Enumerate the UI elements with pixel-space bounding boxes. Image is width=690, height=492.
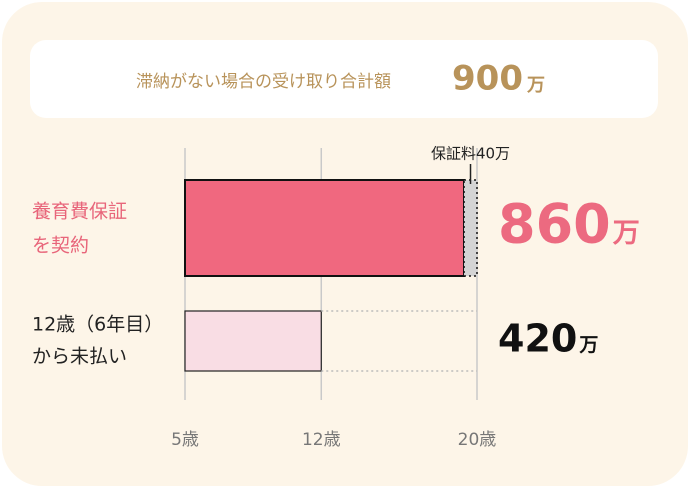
x-tick-label: 5歳	[171, 430, 199, 450]
header-unit: 万	[526, 75, 545, 96]
header-amount: 900	[452, 59, 523, 99]
header-label: 滞納がない場合の受け取り合計額	[136, 72, 391, 92]
value-label: 860	[498, 193, 611, 256]
bar	[184, 179, 466, 277]
bar	[184, 310, 322, 372]
category-label: 養育費保証	[32, 201, 127, 223]
fee-segment	[463, 179, 478, 277]
value-label: 420	[498, 317, 577, 361]
category-label: から未払い	[32, 346, 127, 368]
value-unit: 万	[578, 334, 598, 356]
category-label: 12歳（6年目）	[32, 314, 163, 336]
x-tick-label: 20歳	[458, 430, 497, 450]
header-box	[30, 40, 658, 118]
x-tick-label: 12歳	[302, 430, 341, 450]
category-label: を契約	[32, 235, 89, 257]
value-unit: 万	[613, 218, 640, 249]
annotation: 保証料40万	[431, 145, 510, 163]
